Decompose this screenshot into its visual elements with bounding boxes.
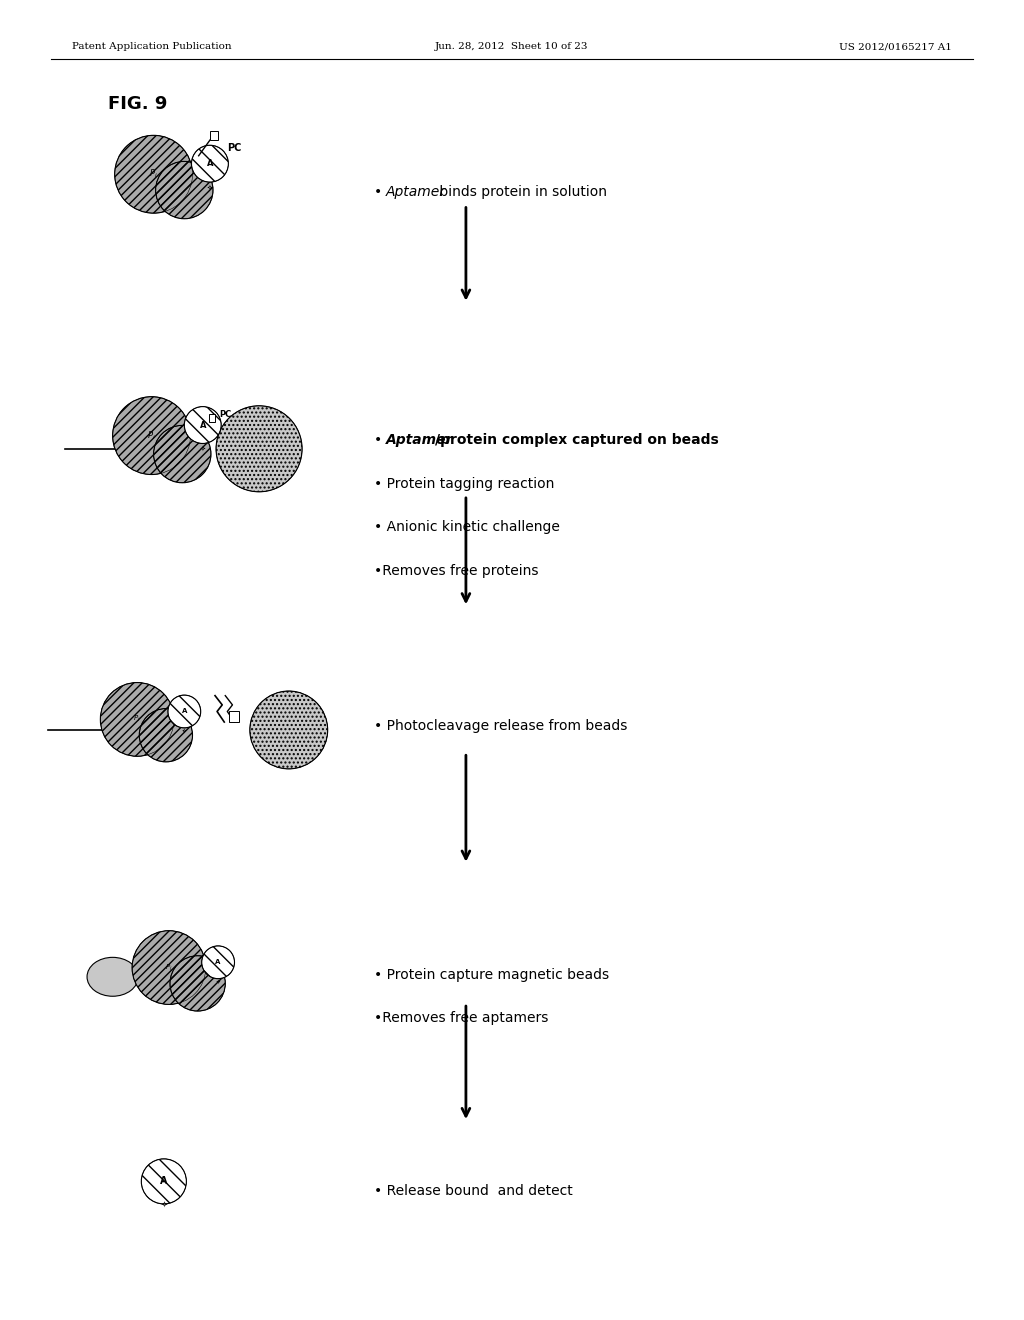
Text: binds protein in solution: binds protein in solution	[435, 185, 607, 199]
Text: $P_i$: $P_i$	[165, 962, 173, 973]
Text: $P_i$: $P_i$	[150, 168, 158, 181]
Text: • Anionic kinetic challenge: • Anionic kinetic challenge	[374, 520, 560, 535]
Ellipse shape	[113, 397, 190, 474]
Text: Aptamer: Aptamer	[386, 433, 454, 447]
Text: A: A	[160, 1176, 168, 1187]
Text: Patent Application Publication: Patent Application Publication	[72, 42, 231, 51]
FancyBboxPatch shape	[210, 131, 218, 140]
Text: • Protein capture magnetic beads: • Protein capture magnetic beads	[374, 968, 609, 982]
Ellipse shape	[191, 145, 228, 182]
Ellipse shape	[250, 692, 328, 768]
Ellipse shape	[168, 696, 201, 727]
Text: ✧: ✧	[161, 1200, 167, 1208]
Text: ✧: ✧	[216, 979, 220, 985]
FancyBboxPatch shape	[229, 711, 239, 722]
Ellipse shape	[170, 956, 225, 1011]
Ellipse shape	[141, 1159, 186, 1204]
Text: ✧: ✧	[200, 446, 206, 451]
Text: •Removes free proteins: •Removes free proteins	[374, 564, 539, 578]
Text: /protein complex captured on beads: /protein complex captured on beads	[435, 433, 719, 447]
Ellipse shape	[156, 161, 213, 219]
Ellipse shape	[115, 136, 193, 213]
Text: US 2012/0165217 A1: US 2012/0165217 A1	[840, 42, 952, 51]
Ellipse shape	[132, 931, 206, 1005]
Ellipse shape	[87, 957, 138, 997]
Text: ✧: ✧	[182, 729, 186, 734]
Text: Aptamer: Aptamer	[386, 185, 446, 199]
Text: A: A	[181, 709, 187, 714]
Ellipse shape	[139, 709, 193, 762]
Text: A: A	[207, 160, 213, 168]
Ellipse shape	[202, 946, 234, 978]
Text: • Photocleavage release from beads: • Photocleavage release from beads	[374, 719, 627, 734]
Text: • Protein tagging reaction: • Protein tagging reaction	[374, 477, 554, 491]
Text: •: •	[374, 185, 386, 199]
FancyBboxPatch shape	[209, 414, 215, 422]
Text: • Release bound  and detect: • Release bound and detect	[374, 1184, 572, 1199]
Text: A: A	[200, 421, 206, 429]
Ellipse shape	[184, 407, 221, 444]
Ellipse shape	[100, 682, 174, 756]
Text: Jun. 28, 2012  Sheet 10 of 23: Jun. 28, 2012 Sheet 10 of 23	[435, 42, 589, 51]
Ellipse shape	[216, 405, 302, 492]
Ellipse shape	[154, 425, 211, 483]
Text: PC: PC	[227, 143, 242, 153]
Text: •Removes free aptamers: •Removes free aptamers	[374, 1011, 548, 1026]
Text: $P_i$: $P_i$	[147, 429, 156, 442]
Text: $P_i$: $P_i$	[133, 714, 141, 725]
Text: A: A	[215, 960, 221, 965]
Text: FIG. 9: FIG. 9	[108, 95, 167, 114]
Text: •: •	[374, 433, 386, 447]
Text: ✧: ✧	[207, 185, 213, 190]
Text: PC: PC	[219, 411, 231, 418]
